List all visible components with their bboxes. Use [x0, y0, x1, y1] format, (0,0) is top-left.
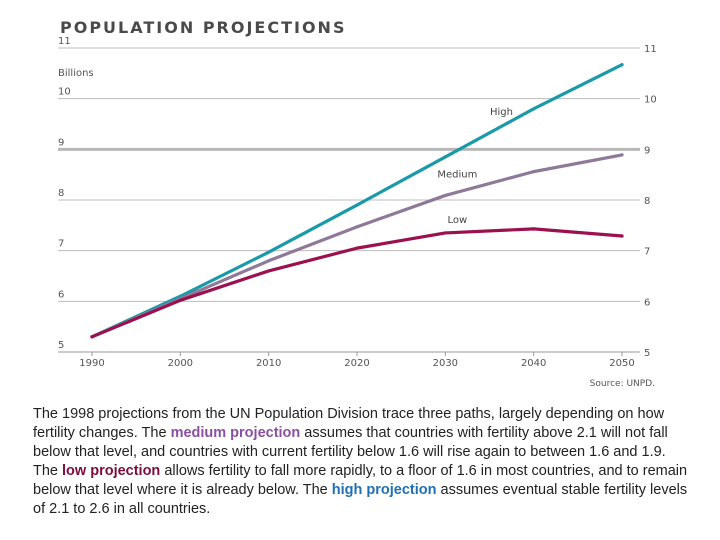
x-axis: 1990 2000 2010 2020 2030 2040 2050	[79, 352, 635, 369]
y-tick-label-left: 5	[58, 340, 64, 351]
y-axis-unit-label: Billions	[58, 68, 94, 79]
data-point-medium	[620, 153, 624, 157]
low-projection-term: low projection	[62, 463, 161, 479]
data-point-low	[355, 246, 359, 250]
data-point-medium	[267, 259, 271, 263]
y-tick-label-left: 10	[58, 87, 71, 98]
y-tick-label-right: 8	[644, 196, 650, 207]
data-point-low	[620, 234, 624, 238]
y-axis-right: 5 6 7 8 9 10 11	[644, 44, 657, 359]
series-label-high: High	[490, 107, 513, 118]
x-tick-label: 2010	[256, 358, 281, 369]
y-tick-label-left: 11	[58, 36, 71, 47]
y-tick-label-right: 9	[644, 145, 650, 156]
data-point-low	[532, 227, 536, 231]
data-point-low	[443, 231, 447, 235]
x-tick-label: 2050	[609, 358, 634, 369]
series-label-medium: Medium	[437, 169, 477, 180]
source-note: Source: UNPD.	[590, 379, 655, 389]
data-point-low	[178, 298, 182, 302]
series-lines	[90, 63, 624, 339]
caption-text-2: assumes that countries with fertility ab…	[33, 425, 668, 479]
y-tick-label-right: 5	[644, 348, 650, 359]
data-point-high	[532, 107, 536, 111]
population-projections-chart: POPULATION PROJECTIONS 5 6 7 8 9 10 11 5 6 7 8 9 10…	[58, 18, 657, 389]
series-line-low	[90, 227, 624, 339]
caption-text-4: assumes eventual stable fertility levels…	[33, 482, 688, 517]
series-label-low: Low	[447, 215, 467, 226]
y-tick-label-left: 6	[58, 289, 64, 300]
data-point-medium	[355, 225, 359, 229]
y-axis-left: 5 6 7 8 9 10 11	[58, 36, 71, 351]
y-tick-label-right: 7	[644, 247, 650, 258]
data-point-low	[267, 269, 271, 273]
data-point-high	[620, 63, 624, 67]
gridlines	[58, 47, 640, 353]
data-point-medium	[443, 193, 447, 198]
x-tick-label: 2020	[344, 358, 369, 369]
data-point-high	[355, 203, 359, 207]
chart-title: POPULATION PROJECTIONS	[60, 18, 346, 37]
caption-text-3: allows fertility to fall more rapidly, t…	[33, 463, 688, 498]
series-labels: High Medium Low	[437, 107, 513, 226]
series-line-high	[90, 63, 624, 339]
y-tick-label-right: 10	[644, 95, 657, 106]
x-tick-label: 1990	[79, 358, 104, 369]
x-tick-label: 2030	[433, 358, 458, 369]
x-tick-label: 2040	[521, 358, 546, 369]
data-point-medium	[532, 170, 536, 174]
y-tick-label-left: 9	[58, 137, 64, 148]
chart-caption: The 1998 projections from the UN Populat…	[33, 405, 693, 519]
high-projection-term: high projection	[331, 482, 437, 498]
series-line-medium	[90, 153, 624, 339]
data-point-high	[267, 250, 271, 254]
y-tick-label-right: 6	[644, 297, 650, 308]
y-tick-label-left: 7	[58, 239, 64, 250]
medium-projection-term: medium projection	[170, 425, 301, 441]
data-point-low	[90, 335, 94, 339]
x-tick-label: 2000	[168, 358, 193, 369]
caption-text-1: The 1998 projections from the UN Populat…	[33, 406, 665, 441]
data-point-high	[443, 155, 447, 159]
y-tick-label-left: 8	[58, 188, 64, 199]
y-tick-label-right: 11	[644, 44, 657, 55]
